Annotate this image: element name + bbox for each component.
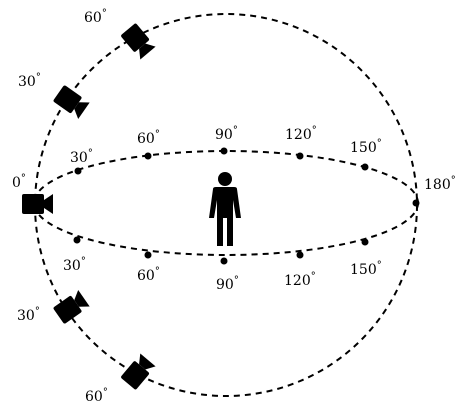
equator-top-points — [74, 147, 369, 175]
label-lower-60: 60° — [85, 387, 108, 405]
label-0: 0° — [12, 173, 26, 191]
label-top-30: 30° — [70, 148, 93, 166]
label-bottom-60: 60° — [137, 266, 160, 284]
point-top-90 — [220, 147, 228, 155]
label-top-90: 90° — [215, 125, 238, 143]
label-top-60: 60° — [137, 129, 160, 147]
label-top-150: 150° — [350, 138, 382, 156]
label-bottom-150: 150° — [350, 260, 382, 278]
label-upper-60: 60° — [84, 8, 107, 26]
point-top-120 — [296, 152, 304, 160]
label-lower-30: 30° — [17, 306, 40, 324]
point-bottom-30 — [73, 236, 81, 244]
point-bottom-90 — [220, 257, 228, 265]
point-top-30 — [74, 167, 82, 175]
person-icon — [209, 172, 241, 246]
label-180: 180° — [424, 175, 456, 193]
point-bottom-120 — [296, 251, 304, 259]
video-camera-icon-lower-60 — [120, 353, 156, 391]
label-upper-30: 30° — [18, 72, 41, 90]
label-top-120: 120° — [285, 125, 317, 143]
video-camera-icon-0 — [22, 194, 53, 214]
point-top-150 — [361, 163, 369, 171]
video-camera-icon-lower-30 — [52, 290, 90, 325]
equator-bottom-points — [73, 236, 369, 265]
point-180 — [412, 199, 420, 207]
label-bottom-120: 120° — [284, 271, 316, 289]
label-bottom-30: 30° — [63, 256, 86, 274]
video-camera-icon-upper-60 — [120, 22, 156, 60]
label-bottom-90: 90° — [216, 275, 239, 293]
point-bottom-60 — [144, 251, 152, 259]
point-top-60 — [144, 152, 152, 160]
point-bottom-150 — [361, 238, 369, 246]
